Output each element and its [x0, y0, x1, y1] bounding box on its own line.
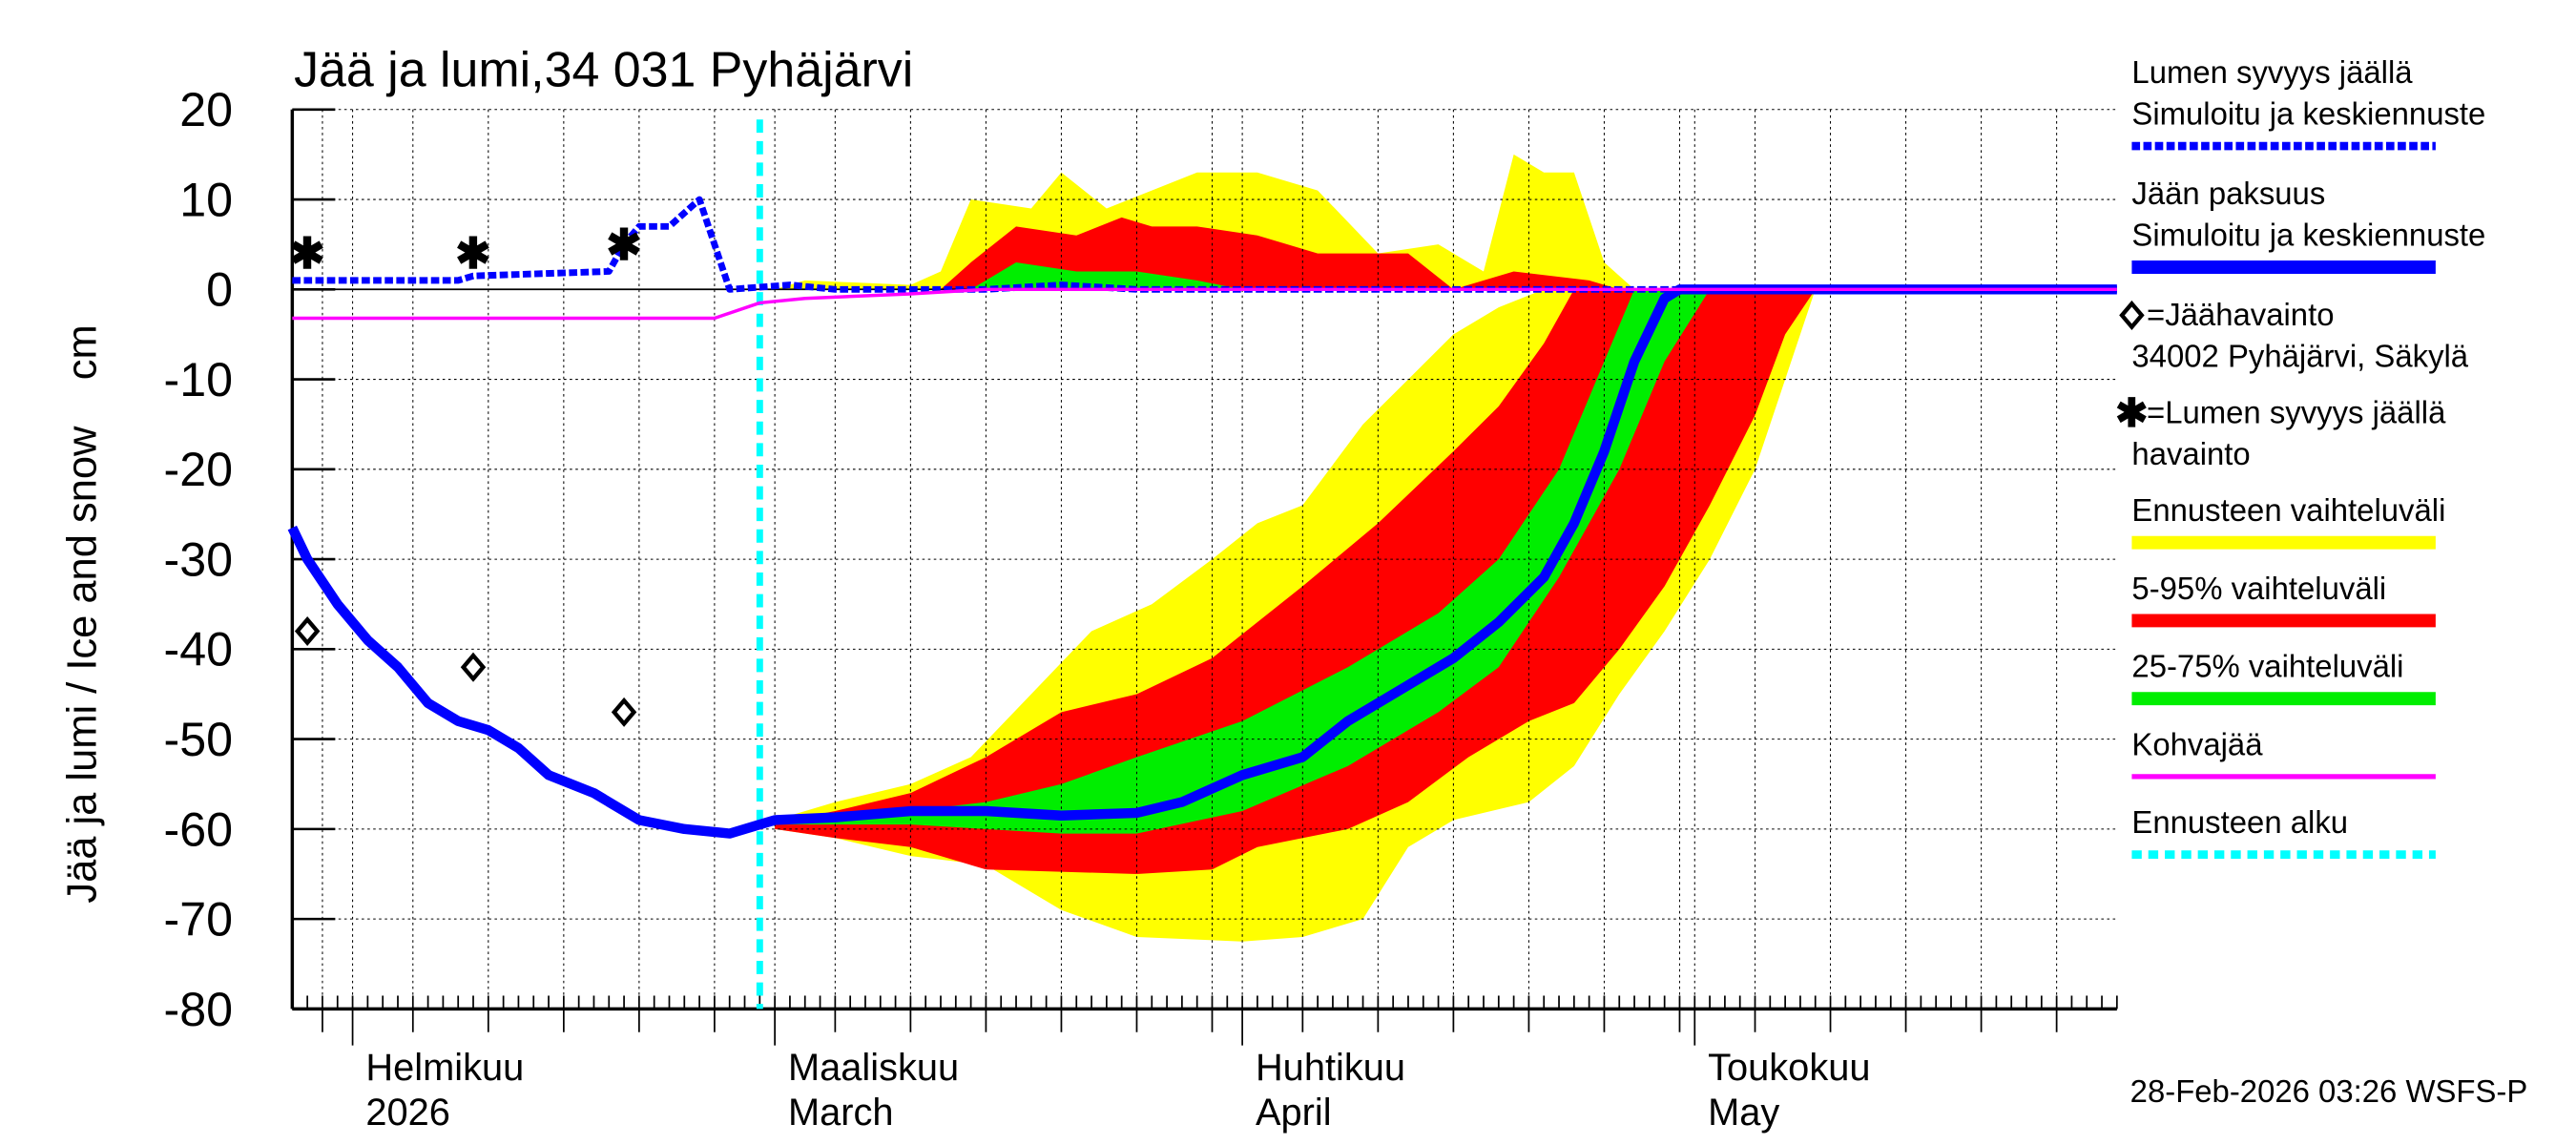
snow-observation-star: ✱: [289, 229, 325, 278]
legend-label: Ennusteen alku: [2131, 804, 2348, 840]
y-axis-label: Jää ja lumi / Ice and snow cm: [59, 324, 105, 903]
legend-item: Kohvajää: [2131, 726, 2436, 780]
month-sublabel: April: [1256, 1092, 1332, 1134]
legend-item: 5-95% vaihteluväli: [2131, 571, 2436, 628]
legend-item: Ennusteen alku: [2131, 804, 2436, 859]
month-label: Huhtikuu: [1256, 1047, 1405, 1089]
month-sublabel: 2026: [365, 1092, 450, 1134]
legend-item: Lumen syvyys jäällä Simuloitu ja keskienn…: [2131, 54, 2485, 151]
legend-item: Jään paksuus Simuloitu ja keskiennuste: [2131, 176, 2485, 274]
legend-label: Jään paksuus: [2131, 176, 2325, 211]
y-tick-label: 20: [179, 82, 233, 136]
legend-label: Kohvajää: [2131, 726, 2263, 761]
y-tick-label: -30: [164, 531, 234, 586]
month-label: Toukokuu: [1708, 1047, 1870, 1089]
y-tick-label: 0: [206, 262, 233, 317]
snow-band-2: [970, 262, 1243, 290]
legend-diamond-icon: [2119, 300, 2145, 330]
y-tick-label: -20: [164, 442, 234, 496]
y-tick-label: -50: [164, 712, 234, 766]
legend-label: =Jäähavainto: [2147, 297, 2334, 332]
legend-label: 25-75% vaihteluväli: [2131, 648, 2403, 683]
chart-title: Jää ja lumi,34 031 Pyhäjärvi: [294, 42, 913, 97]
legend-label: Lumen syvyys jäällä: [2131, 54, 2413, 90]
legend-label: =Lumen syvyys jäällä: [2147, 394, 2446, 429]
legend-item: =Jäähavainto 34002 Pyhäjärvi, Säkylä: [2119, 297, 2469, 373]
ice-observation-diamond: [611, 697, 637, 727]
y-tick-label: -60: [164, 802, 234, 856]
legend-item: 25-75% vaihteluväli: [2131, 648, 2436, 706]
y-tick-label: 10: [179, 172, 233, 226]
legend-label: 34002 Pyhäjärvi, Säkylä: [2131, 338, 2468, 373]
legend-item: =Lumen syvyys jäällä havainto✱: [2115, 390, 2446, 471]
legend-item: Ennusteen vaihteluväli: [2131, 492, 2445, 550]
snow-observation-star: ✱: [455, 229, 491, 278]
y-tick-label: -80: [164, 982, 234, 1036]
footer-timestamp: 28-Feb-2026 03:26 WSFS-P: [2130, 1073, 2528, 1109]
snow-observation-star: ✱: [606, 220, 642, 269]
month-label: Helmikuu: [365, 1047, 524, 1089]
month-sublabel: May: [1708, 1092, 1779, 1134]
legend-label: Ennusteen vaihteluväli: [2131, 492, 2445, 528]
y-tick-label: -40: [164, 622, 234, 677]
month-sublabel: March: [788, 1092, 894, 1134]
legend-label: Simuloitu ja keskiennuste: [2131, 95, 2485, 131]
ice-observation-diamond: [294, 615, 321, 647]
ice-observation-diamond: [460, 652, 487, 682]
y-tick-label: -10: [164, 352, 234, 406]
slush-ice-line: [292, 287, 2117, 321]
snow-depth-line: [292, 196, 2117, 293]
legend-label: 5-95% vaihteluväli: [2131, 571, 2386, 606]
legend-star-icon: ✱: [2115, 390, 2149, 435]
y-tick-label: -70: [164, 891, 234, 946]
ice-band-2: [775, 289, 1711, 834]
ice-thickness-line: [287, 284, 2117, 839]
legend-label: Simuloitu ja keskiennuste: [2131, 217, 2485, 252]
month-label: Maaliskuu: [788, 1047, 959, 1089]
legend-label: havainto: [2131, 436, 2250, 471]
